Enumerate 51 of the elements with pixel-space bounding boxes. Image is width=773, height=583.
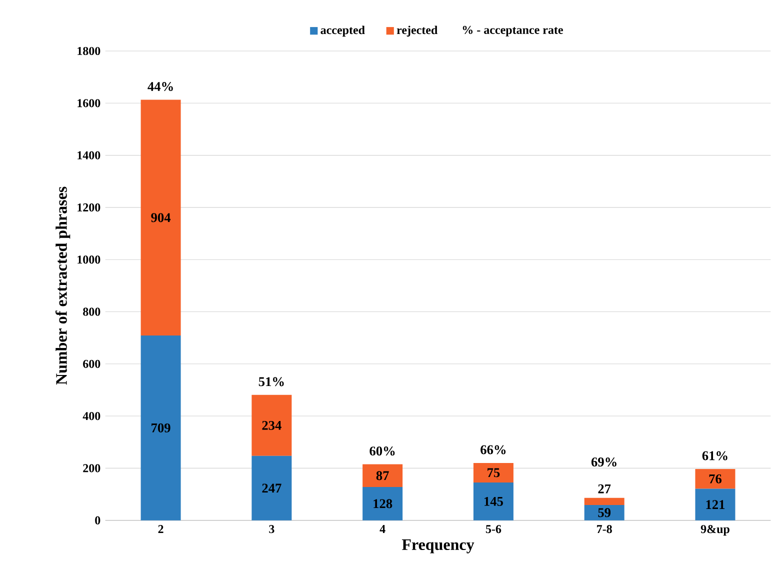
bar xyxy=(362,486,403,520)
data-label: 234 xyxy=(262,420,282,430)
annotation: 61% xyxy=(702,451,728,460)
bar xyxy=(252,394,292,456)
annotation: 60% xyxy=(370,446,395,456)
y-axis-title: Number of extracted phrases xyxy=(55,186,70,385)
data-label: 59 xyxy=(598,508,611,518)
annotation: 69% xyxy=(591,457,616,467)
bar xyxy=(140,100,181,336)
data-label: 76 xyxy=(709,474,722,484)
y-tick-label: 400 xyxy=(82,412,100,420)
x-tick-label: 3 xyxy=(269,525,274,534)
data-label: 247 xyxy=(262,484,282,493)
x-tick-label: 2 xyxy=(158,525,164,533)
y-tick-label: 1800 xyxy=(78,46,100,56)
legend-label: rejected xyxy=(396,26,438,37)
text: % - acceptance rate xyxy=(462,26,563,36)
bar xyxy=(252,456,292,520)
bar xyxy=(473,482,514,520)
y-tick-label: 1200 xyxy=(78,203,100,212)
bar xyxy=(140,335,181,520)
annotation: 66% xyxy=(480,445,506,454)
data-label: 904 xyxy=(151,213,171,222)
data-label: 128 xyxy=(374,499,392,508)
bar xyxy=(695,468,736,489)
data-label: 709 xyxy=(152,423,170,432)
y-tick-label: 1400 xyxy=(78,151,100,160)
y-tick-label: 0 xyxy=(95,516,100,524)
x-tick-label: 9&up xyxy=(700,525,730,536)
data-label: 27 xyxy=(598,484,611,494)
annotation: 51% xyxy=(258,377,284,386)
x-tick-label: 4 xyxy=(380,525,386,533)
y-tick-label: 1600 xyxy=(78,99,100,108)
y-tick-label: 1000 xyxy=(78,256,100,264)
bar xyxy=(584,504,624,520)
bar xyxy=(584,498,624,505)
legend-label: accepted xyxy=(320,26,365,37)
bar xyxy=(695,488,736,520)
data-label: 75 xyxy=(488,468,500,478)
y-tick-label: 600 xyxy=(83,360,100,368)
bar xyxy=(362,464,403,487)
x-axis-title: Frequency xyxy=(402,539,474,554)
data-label: 87 xyxy=(376,471,389,480)
annotation: 44% xyxy=(148,82,173,92)
x-tick-label: 5-6 xyxy=(486,525,502,534)
data-label: 145 xyxy=(484,496,503,506)
data-label: 121 xyxy=(706,500,725,509)
x-tick-label: 7-8 xyxy=(597,525,612,534)
bar xyxy=(473,462,514,483)
y-tick-label: 200 xyxy=(83,464,100,472)
y-tick-label: 800 xyxy=(83,308,100,316)
